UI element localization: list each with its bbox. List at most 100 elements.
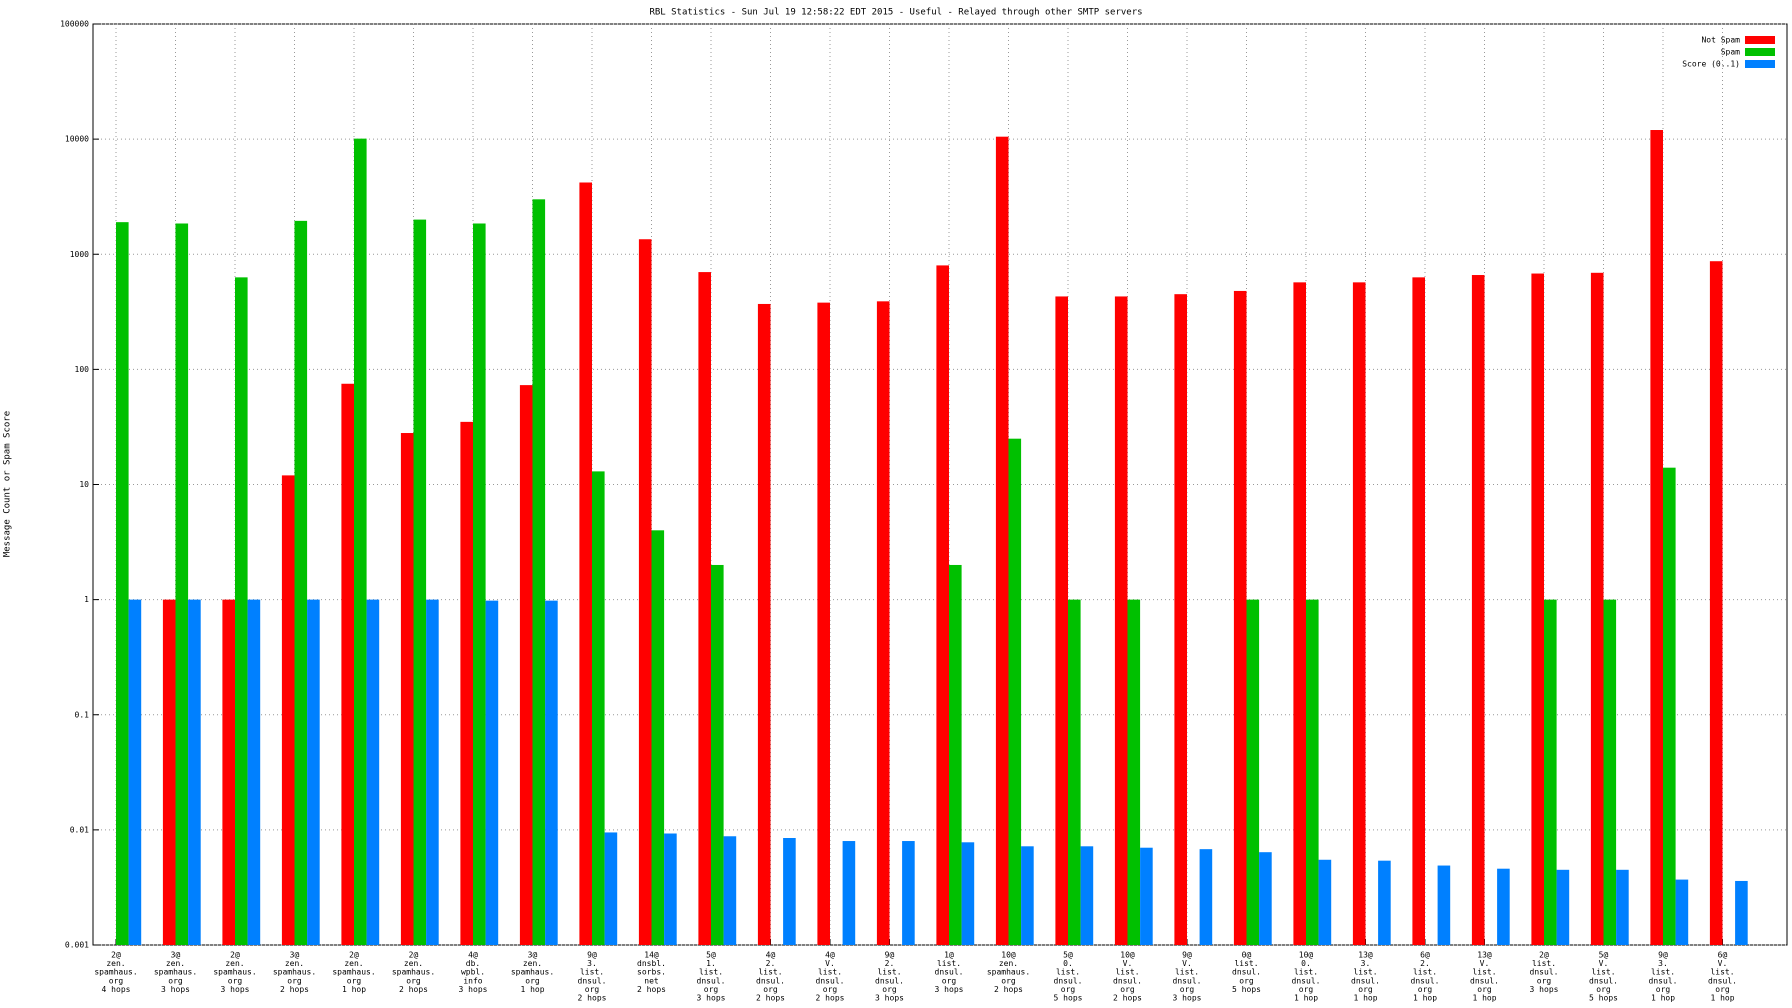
x-tick-label: 1 hop (520, 985, 544, 994)
x-tick-label: dnsul. (935, 968, 964, 977)
x-tick-label: org (228, 976, 243, 985)
bar (1603, 599, 1617, 945)
x-tick-label: list. (1234, 959, 1258, 968)
bar (698, 272, 711, 945)
x-tick-label: 3 hops (697, 994, 726, 1003)
x-tick-label: 4@ (825, 951, 835, 960)
x-tick-label: 2@ (349, 951, 359, 960)
bar (783, 838, 796, 945)
bar (842, 841, 856, 945)
x-tick-label: V. (1718, 959, 1728, 968)
x-tick-label: spamhaus. (511, 968, 554, 977)
x-tick-label: spamhaus. (987, 968, 1030, 977)
bar (1127, 599, 1141, 945)
bar (1497, 868, 1510, 945)
x-tick-label: spamhaus. (273, 968, 316, 977)
bar (579, 182, 592, 946)
bar (1293, 282, 1306, 945)
bar (1735, 880, 1748, 945)
x-tick-label: dnsul. (1292, 976, 1321, 985)
x-tick-label: spamhaus. (332, 968, 375, 977)
bar (1378, 860, 1391, 945)
bar (1590, 272, 1604, 945)
x-tick-label: 9@ (885, 951, 895, 960)
x-tick-label: list. (1056, 968, 1080, 977)
bar (1544, 599, 1557, 945)
x-tick-label: 2@ (230, 951, 240, 960)
x-tick-label: org (585, 985, 600, 994)
x-tick-label: V. (1182, 959, 1192, 968)
x-tick-label: org (287, 976, 302, 985)
x-tick-label: 2 hops (280, 985, 309, 994)
bar (1650, 130, 1663, 945)
bar (1709, 261, 1723, 945)
bar (817, 302, 830, 945)
x-tick-label: 1 hop (1710, 994, 1734, 1003)
x-tick-label: net (644, 976, 659, 985)
x-tick-label: 3. (1658, 959, 1668, 968)
x-tick-label: 0@ (1242, 951, 1252, 960)
x-tick-label: 1 hop (1651, 994, 1675, 1003)
x-tick-label: org (763, 985, 778, 994)
bar (366, 599, 380, 945)
x-tick-label: 6@ (1718, 951, 1728, 960)
y-tick-label: 1000 (70, 250, 89, 259)
x-tick-label: 0. (1063, 959, 1073, 968)
bar (519, 385, 533, 945)
bar (116, 222, 129, 945)
x-tick-label: list. (1532, 959, 1556, 968)
x-tick-label: dnsul. (1351, 976, 1380, 985)
x-tick-label: org (704, 985, 719, 994)
bar (1471, 275, 1485, 945)
bar (711, 564, 724, 945)
x-tick-label: org (823, 985, 838, 994)
x-tick-label: 9@ (587, 951, 597, 960)
x-tick-label: org (1180, 985, 1195, 994)
x-tick-label: spamhaus. (154, 968, 197, 977)
x-tick-label: 3@ (290, 951, 300, 960)
x-tick-label: dnsul. (1113, 976, 1142, 985)
x-tick-label: 10@ (1001, 951, 1016, 960)
bar (473, 223, 486, 946)
bar (1437, 865, 1451, 945)
bar (1531, 273, 1544, 945)
x-tick-label: 5 hops (1054, 994, 1083, 1003)
bar (307, 599, 320, 945)
x-tick-label: info (463, 976, 482, 985)
x-tick-label: org (942, 976, 957, 985)
bar (485, 600, 499, 945)
x-tick-label: 2@ (111, 951, 121, 960)
bar (1306, 599, 1319, 945)
y-tick-label: 10000 (65, 135, 89, 144)
bar (995, 136, 1009, 946)
x-tick-label: dnsul. (875, 976, 904, 985)
x-tick-label: 13@ (1358, 951, 1373, 960)
bar (460, 421, 473, 946)
x-tick-label: org (1239, 976, 1254, 985)
x-tick-label: V. (1123, 959, 1133, 968)
x-tick-label: 3 hops (459, 985, 488, 994)
bar (532, 199, 546, 945)
bar (723, 836, 737, 945)
bar (1021, 846, 1034, 945)
x-tick-label: list. (1175, 968, 1199, 977)
x-tick-label: dnsul. (1232, 968, 1261, 977)
x-tick-label: org (1537, 976, 1552, 985)
x-tick-label: 4 hops (102, 985, 131, 994)
x-tick-label: 4@ (468, 951, 478, 960)
x-tick-label: 0. (1301, 959, 1311, 968)
x-tick-label: 3. (587, 959, 597, 968)
bar (902, 841, 915, 945)
bar (1246, 599, 1260, 945)
x-tick-label: 2 hops (1113, 994, 1142, 1003)
x-tick-label: 6@ (1420, 951, 1430, 960)
x-tick-label: 5@ (1599, 951, 1609, 960)
bar (1174, 294, 1187, 945)
y-tick-label: 1 (84, 595, 89, 604)
x-tick-label: dnsul. (1411, 976, 1440, 985)
x-tick-label: 3 hops (161, 985, 190, 994)
x-tick-label: list. (1472, 968, 1496, 977)
x-tick-label: 2 hops (756, 994, 785, 1003)
